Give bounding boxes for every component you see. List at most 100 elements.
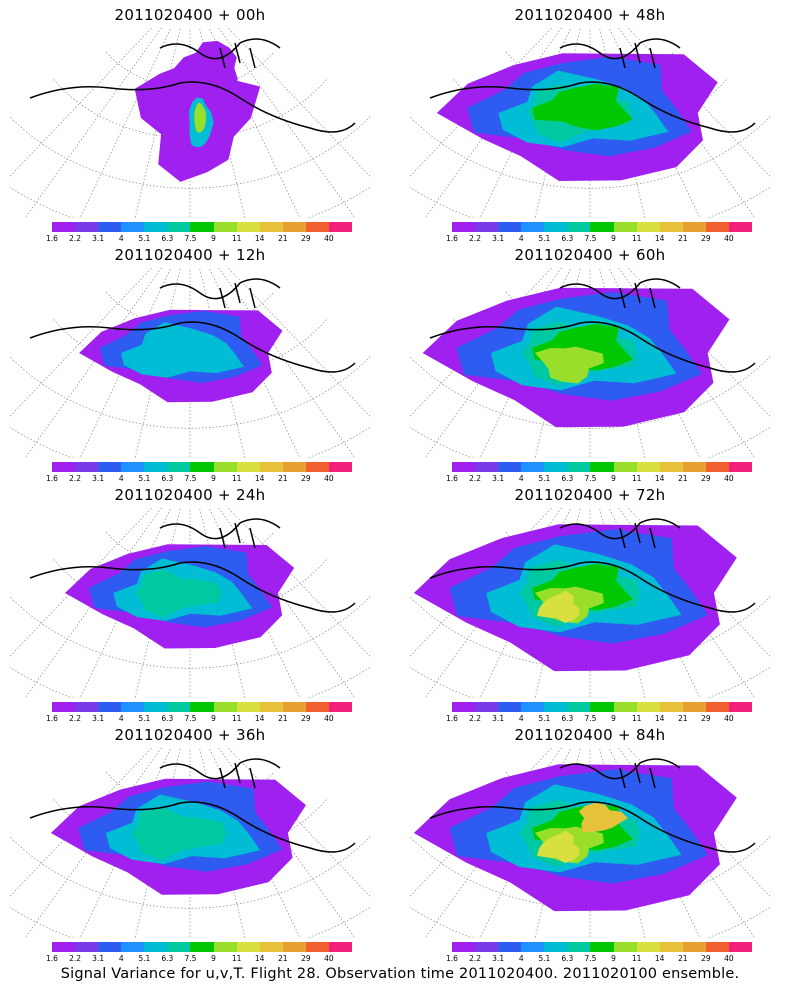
colorbar-swatch — [728, 942, 753, 952]
panel-title: 2011020400 + 00h — [114, 6, 266, 24]
colorbar-tick-label: 4 — [118, 954, 124, 963]
latitude-line — [410, 596, 770, 669]
colorbar-tick-label: 40 — [724, 474, 734, 483]
colorbar-tick-label: 3.1 — [492, 234, 505, 243]
colorbar-swatch — [52, 942, 76, 952]
colorbar-swatch — [167, 702, 191, 712]
longitude-line — [534, 28, 581, 218]
variance-contour — [578, 802, 629, 833]
forecast-panel: 2011020400 + 48h 1.6 2.2 3.1 4 5.1 6.3 7.5 9 11 14… — [400, 0, 780, 243]
colorbar-swatch — [144, 222, 168, 232]
colorbar-tick-label: 29 — [301, 234, 311, 243]
variance-contour — [534, 346, 604, 384]
colorbar-tick-label: 29 — [301, 714, 311, 723]
colorbar-swatch — [659, 942, 683, 952]
colorbar-swatch — [659, 222, 683, 232]
colorbar-tick-label: 40 — [324, 714, 334, 723]
colorbar-tick-label: 4 — [518, 714, 524, 723]
colorbar-swatch — [521, 702, 545, 712]
colorbar-swatch — [167, 942, 191, 952]
colorbar-labels: 1.6 2.2 3.1 4 5.1 6.3 7.5 9 11 14 21 29 40 — [446, 954, 752, 964]
colorbar-swatch — [636, 702, 660, 712]
forecast-panel: 2011020400 + 60h 1.6 2.2 3.1 4 5.1 6.3 7.5 9 11 14… — [400, 240, 780, 483]
colorbar-tick-label: 4 — [518, 234, 524, 243]
longitude-line — [424, 748, 562, 938]
colorbar-tick-label: 7.5 — [584, 234, 597, 243]
colorbar-swatch — [121, 462, 145, 472]
colorbar-swatch — [475, 222, 499, 232]
colorbar-tick-label: 1.6 — [446, 714, 458, 723]
longitude-line — [199, 268, 246, 458]
colorbar-swatch — [236, 462, 260, 472]
longitude-line — [618, 268, 756, 458]
latitude-line — [410, 356, 770, 429]
colorbar-swatch — [213, 222, 237, 232]
colorbar-tick-label: 11 — [231, 474, 242, 483]
colorbar-swatch — [190, 702, 214, 712]
colorbar-swatch — [98, 702, 122, 712]
colorbar-tick-label: 6.3 — [561, 234, 574, 243]
colorbar-swatch — [75, 222, 99, 232]
longitude-line — [218, 28, 356, 218]
colorbar — [452, 222, 753, 232]
colorbar-swatch — [75, 942, 99, 952]
variance-contour — [120, 322, 244, 378]
colorbar-tick-label: 11 — [231, 714, 242, 723]
panel-title: 2011020400 + 12h — [114, 246, 266, 264]
colorbar-swatch — [259, 942, 283, 952]
polar-map — [10, 748, 370, 938]
colorbar-swatch — [144, 942, 168, 952]
latitude-line — [10, 116, 370, 189]
colorbar-tick-label: 6.3 — [561, 714, 574, 723]
colorbar-swatch — [213, 942, 237, 952]
colorbar-tick-label: 7.5 — [584, 714, 597, 723]
colorbar-swatch — [682, 222, 706, 232]
colorbar-tick-label: 7.5 — [184, 474, 197, 483]
colorbar-tick-label: 9 — [611, 474, 616, 483]
longitude-line — [218, 748, 356, 938]
latitude-line — [53, 79, 327, 139]
latitude-line — [105, 531, 275, 569]
coastline — [29, 518, 356, 613]
colorbar-swatch — [590, 222, 614, 232]
colorbar-tick-label: 29 — [301, 474, 311, 483]
colorbar-swatch — [544, 702, 568, 712]
variance-contour — [131, 806, 227, 860]
colorbar-tick-label: 21 — [677, 714, 688, 723]
colorbar-tick-label: 21 — [277, 234, 288, 243]
colorbar-labels: 1.6 2.2 3.1 4 5.1 6.3 7.5 9 11 14 21 29 40 — [446, 234, 752, 244]
colorbar-tick-label: 9 — [211, 714, 216, 723]
colorbar-swatch — [705, 222, 729, 232]
forecast-panel: 2011020400 + 00h 1.6 2.2 3.1 4 5.1 6.3 7.5 9 11 14… — [0, 0, 380, 243]
colorbar-tick-label: 4 — [118, 714, 124, 723]
forecast-panel: 2011020400 + 72h 1.6 2.2 3.1 4 5.1 6.3 7.5 9 11 14… — [400, 480, 780, 723]
longitude-line — [134, 28, 181, 218]
panel-title: 2011020400 + 72h — [514, 486, 666, 504]
colorbar-tick-label: 9 — [611, 714, 616, 723]
colorbar-tick-label: 11 — [231, 234, 242, 243]
colorbar-tick-label: 1.6 — [46, 474, 58, 483]
colorbar-tick-label: 9 — [211, 474, 216, 483]
panel-title: 2011020400 + 60h — [514, 246, 666, 264]
longitude-line — [599, 28, 646, 218]
colorbar-tick-label: 3.1 — [492, 954, 505, 963]
colorbar-tick-label: 9 — [611, 954, 616, 963]
variance-contour — [194, 102, 207, 133]
colorbar-labels: 1.6 2.2 3.1 4 5.1 6.3 7.5 9 11 14 21 29 40 — [46, 954, 352, 964]
colorbar-tick-label: 2.2 — [69, 954, 82, 963]
latitude-line — [10, 356, 370, 429]
longitude-line — [534, 268, 581, 458]
colorbar-swatch — [590, 702, 614, 712]
colorbar-tick-label: 5.1 — [538, 714, 551, 723]
colorbar — [452, 702, 753, 712]
colorbar-tick-label: 2.2 — [469, 474, 482, 483]
colorbar-swatch — [636, 222, 660, 232]
colorbar-tick-label: 2.2 — [69, 234, 82, 243]
colorbar-tick-label: 5.1 — [538, 954, 551, 963]
colorbar-tick-label: 3.1 — [92, 954, 105, 963]
longitude-line — [618, 508, 756, 698]
colorbar-swatch — [144, 462, 168, 472]
colorbar-swatch — [328, 462, 353, 472]
colorbar-tick-label: 6.3 — [161, 714, 174, 723]
colorbar-tick-label: 29 — [701, 954, 711, 963]
